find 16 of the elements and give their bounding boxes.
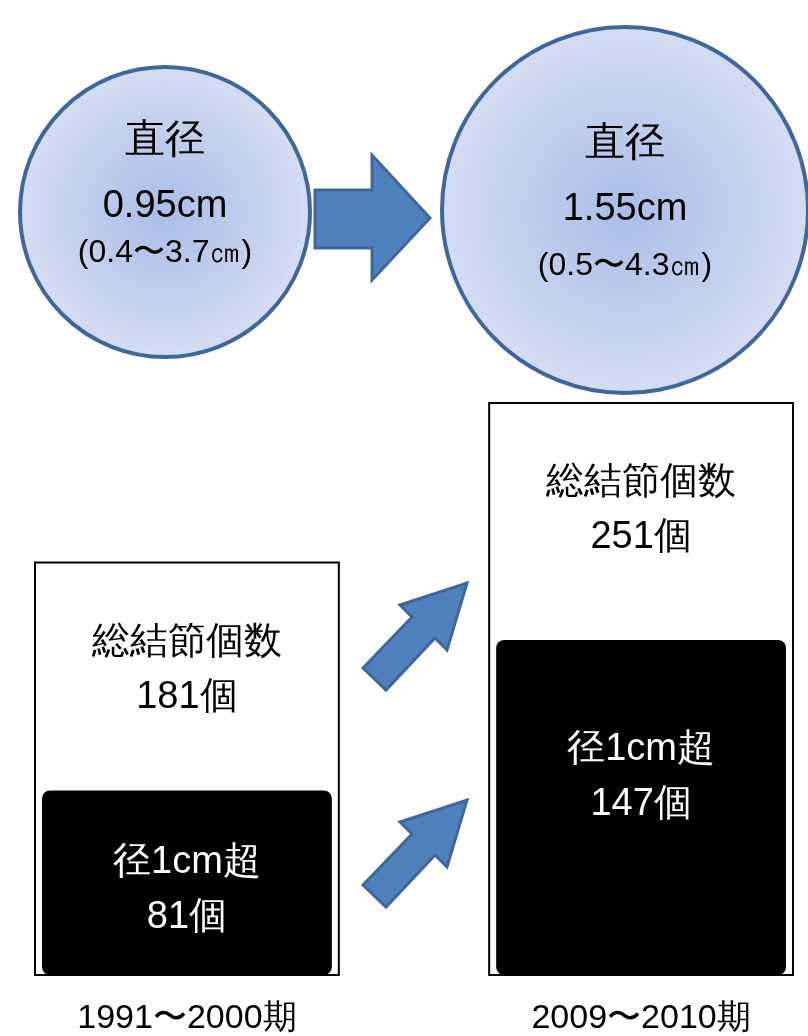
series-label: 径1cm超 xyxy=(113,838,261,881)
text: 1.55cm xyxy=(562,186,688,228)
x-tick-label: 1991〜2000期 xyxy=(77,997,297,1035)
data-label: 81個 xyxy=(146,893,228,936)
x-tick-label: 2009〜2010期 xyxy=(531,997,751,1035)
text: 直径 xyxy=(585,119,665,163)
text: 直径 xyxy=(125,116,205,160)
text: 0.95cm xyxy=(102,183,228,225)
series-label: 総結節個数 xyxy=(90,618,282,661)
text: 総結節個数 xyxy=(546,459,737,501)
text: (0.4〜3.7㎝) xyxy=(77,233,253,269)
data-label: 181個 xyxy=(136,673,238,716)
text: (0.5〜4.3㎝) xyxy=(537,246,713,282)
data-label: 147個 xyxy=(590,781,692,823)
text: 径1cm超 xyxy=(567,726,715,768)
data-label: 251個 xyxy=(590,514,692,556)
